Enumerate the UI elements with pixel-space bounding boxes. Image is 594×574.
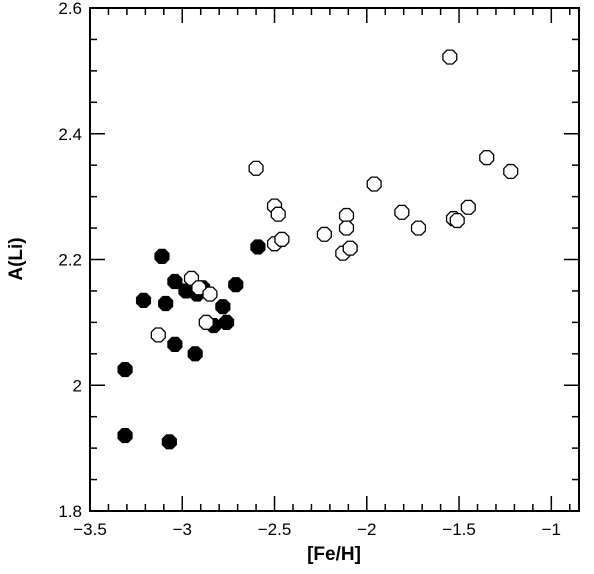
open-data-point (366, 176, 382, 192)
x-tick-label: −2.5 (258, 520, 292, 539)
open-data-point (342, 240, 358, 256)
open-data-point (202, 286, 218, 302)
open-data-point (394, 204, 410, 220)
open-data-point (449, 212, 465, 229)
filled-data-point (187, 346, 203, 362)
filled-data-point (250, 239, 266, 255)
x-tick-label: −1 (542, 520, 561, 539)
filled-data-point (158, 295, 174, 312)
filled-data-point (117, 427, 133, 444)
y-tick-label: 2.2 (58, 251, 82, 270)
open-data-point (150, 327, 166, 343)
filled-data-point (215, 299, 231, 315)
filled-data-point (167, 273, 183, 290)
y-tick-label: 2.4 (58, 125, 82, 144)
filled-data-point (154, 248, 170, 264)
open-data-point (248, 160, 264, 176)
tick-labels: −3.5 −3 −2.5 −2 −1.5 −1 1.8 2 2.2 2.4 2.6 (58, 0, 561, 539)
filled-data-point (218, 314, 235, 330)
y-tick-label: 2 (73, 376, 82, 395)
filled-data-point (135, 292, 152, 308)
open-data-point (191, 280, 207, 296)
open-data-point (198, 314, 214, 330)
open-data-point (479, 150, 495, 166)
open-data-point (410, 220, 427, 236)
filled-data-point (117, 361, 133, 378)
axis-ticks (89, 7, 579, 512)
data-points (117, 49, 519, 450)
filled-data-point (228, 277, 244, 293)
open-data-point (503, 163, 519, 180)
open-data-point (460, 199, 476, 215)
x-tick-label: −3.5 (73, 520, 107, 539)
x-tick-label: −3 (173, 520, 192, 539)
open-data-point (442, 49, 458, 65)
open-data-point (270, 206, 286, 222)
y-tick-label: 2.6 (58, 0, 82, 18)
x-axis-label: [Fe/H] (307, 544, 361, 565)
y-axis-label: A(Li) (6, 237, 27, 280)
filled-data-point (167, 336, 183, 352)
open-data-point (338, 207, 355, 224)
open-data-point (316, 226, 332, 242)
open-data-point (338, 220, 355, 236)
open-data-point (274, 231, 290, 247)
filled-data-point (161, 434, 177, 450)
x-tick-label: −2 (357, 520, 376, 539)
x-tick-label: −1.5 (442, 520, 476, 539)
y-tick-label: 1.8 (58, 502, 82, 521)
